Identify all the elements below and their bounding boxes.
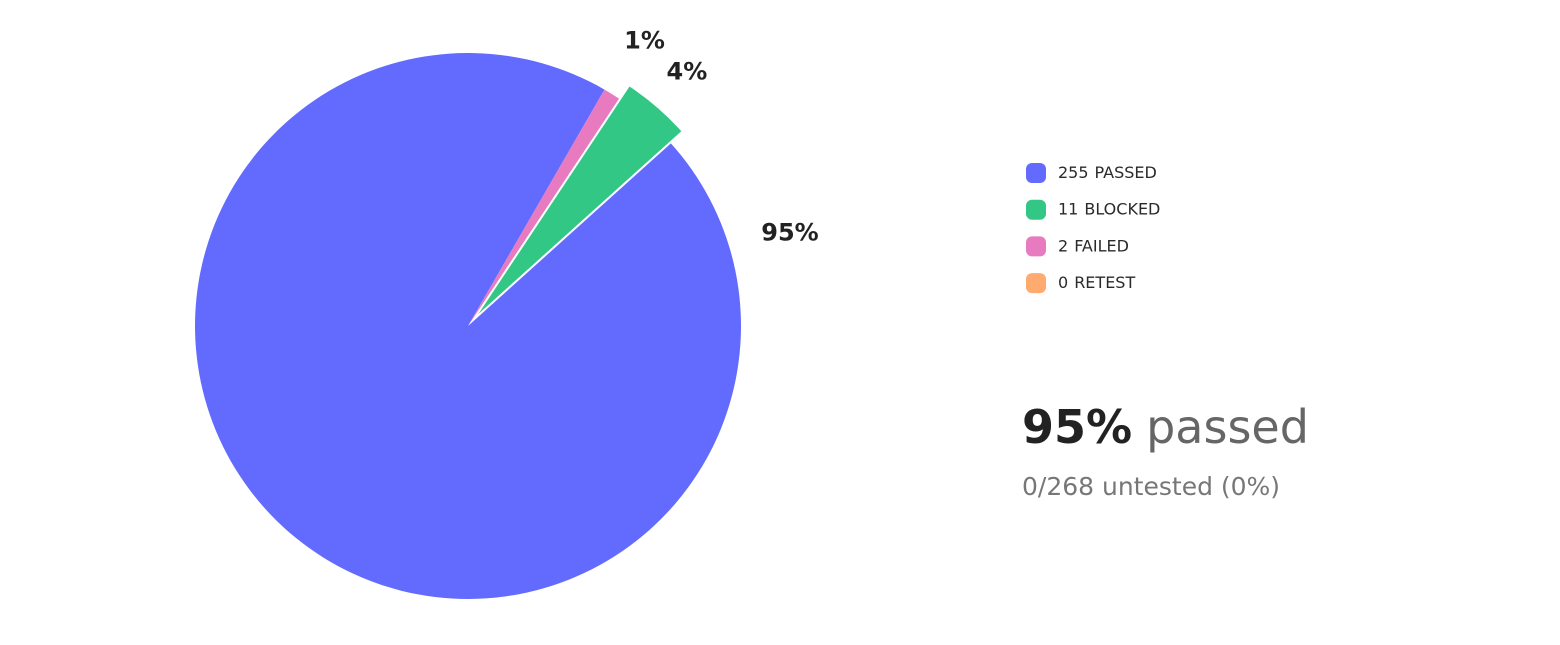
legend-count: 2	[1058, 236, 1068, 255]
legend-entry: 0 RETEST	[1058, 273, 1135, 292]
legend-swatch	[1026, 273, 1046, 294]
legend-count: 0	[1058, 273, 1068, 292]
pie: 95% 4%1%	[195, 26, 819, 600]
slice-label: 4%	[667, 57, 708, 85]
slice-label: 1%	[624, 26, 665, 54]
legend: 255 PASSED 11 BLOCKED 2 FAILED 0 RETEST	[1026, 163, 1160, 294]
summary-label: passed	[1146, 400, 1309, 454]
legend-count: 255	[1058, 163, 1089, 182]
summary: 95% passed	[1022, 400, 1309, 454]
legend-swatch	[1026, 236, 1046, 257]
legend-name: RETEST	[1074, 273, 1135, 292]
legend-name: BLOCKED	[1084, 199, 1160, 218]
summary-detail: 0/268 untested (0%)	[1022, 472, 1280, 501]
legend-count: 11	[1058, 199, 1078, 218]
legend-entry: 2 FAILED	[1058, 236, 1129, 255]
legend-swatch	[1026, 163, 1046, 183]
legend-name: FAILED	[1074, 236, 1129, 255]
slice-label: 95%	[761, 219, 818, 247]
pie-slice	[468, 89, 620, 326]
pie-slice	[478, 86, 682, 314]
legend-entry: 255 PASSED	[1058, 163, 1157, 182]
summary-value: 95%	[1022, 400, 1132, 454]
legend-entry: 11 BLOCKED	[1058, 199, 1160, 218]
legend-name: PASSED	[1095, 163, 1157, 182]
pie-slice	[195, 53, 741, 600]
legend-swatch	[1026, 199, 1046, 220]
